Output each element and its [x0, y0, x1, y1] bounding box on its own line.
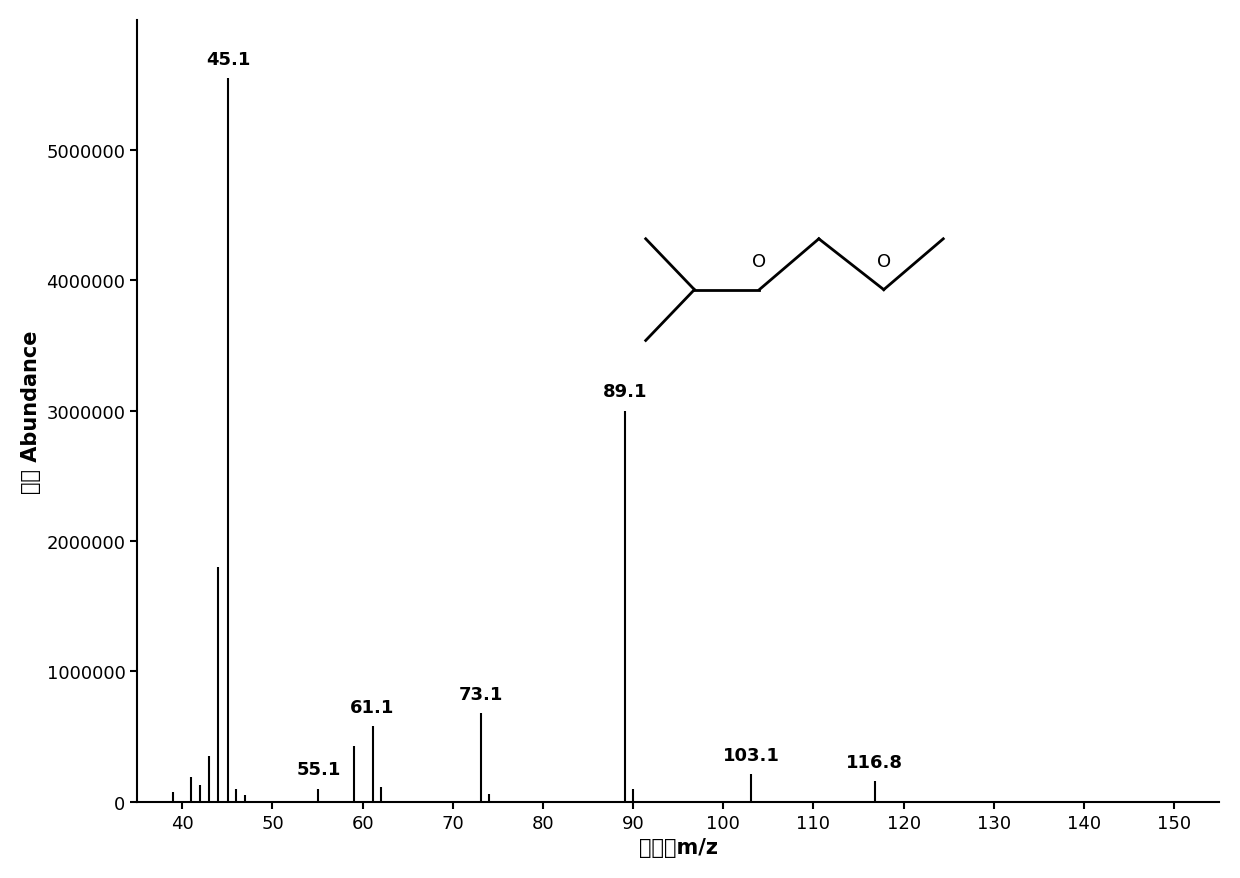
Text: 116.8: 116.8 — [846, 752, 903, 771]
Text: 89.1: 89.1 — [603, 383, 647, 401]
Text: O: O — [877, 253, 890, 270]
Text: 45.1: 45.1 — [206, 51, 250, 69]
Y-axis label: 丰度 Abundance: 丰度 Abundance — [21, 330, 41, 493]
Text: 55.1: 55.1 — [296, 760, 341, 779]
Text: 61.1: 61.1 — [351, 698, 394, 716]
Text: 103.1: 103.1 — [723, 746, 780, 764]
Text: O: O — [753, 253, 766, 270]
X-axis label: 分子量m/z: 分子量m/z — [639, 838, 718, 857]
Text: 73.1: 73.1 — [459, 685, 503, 703]
